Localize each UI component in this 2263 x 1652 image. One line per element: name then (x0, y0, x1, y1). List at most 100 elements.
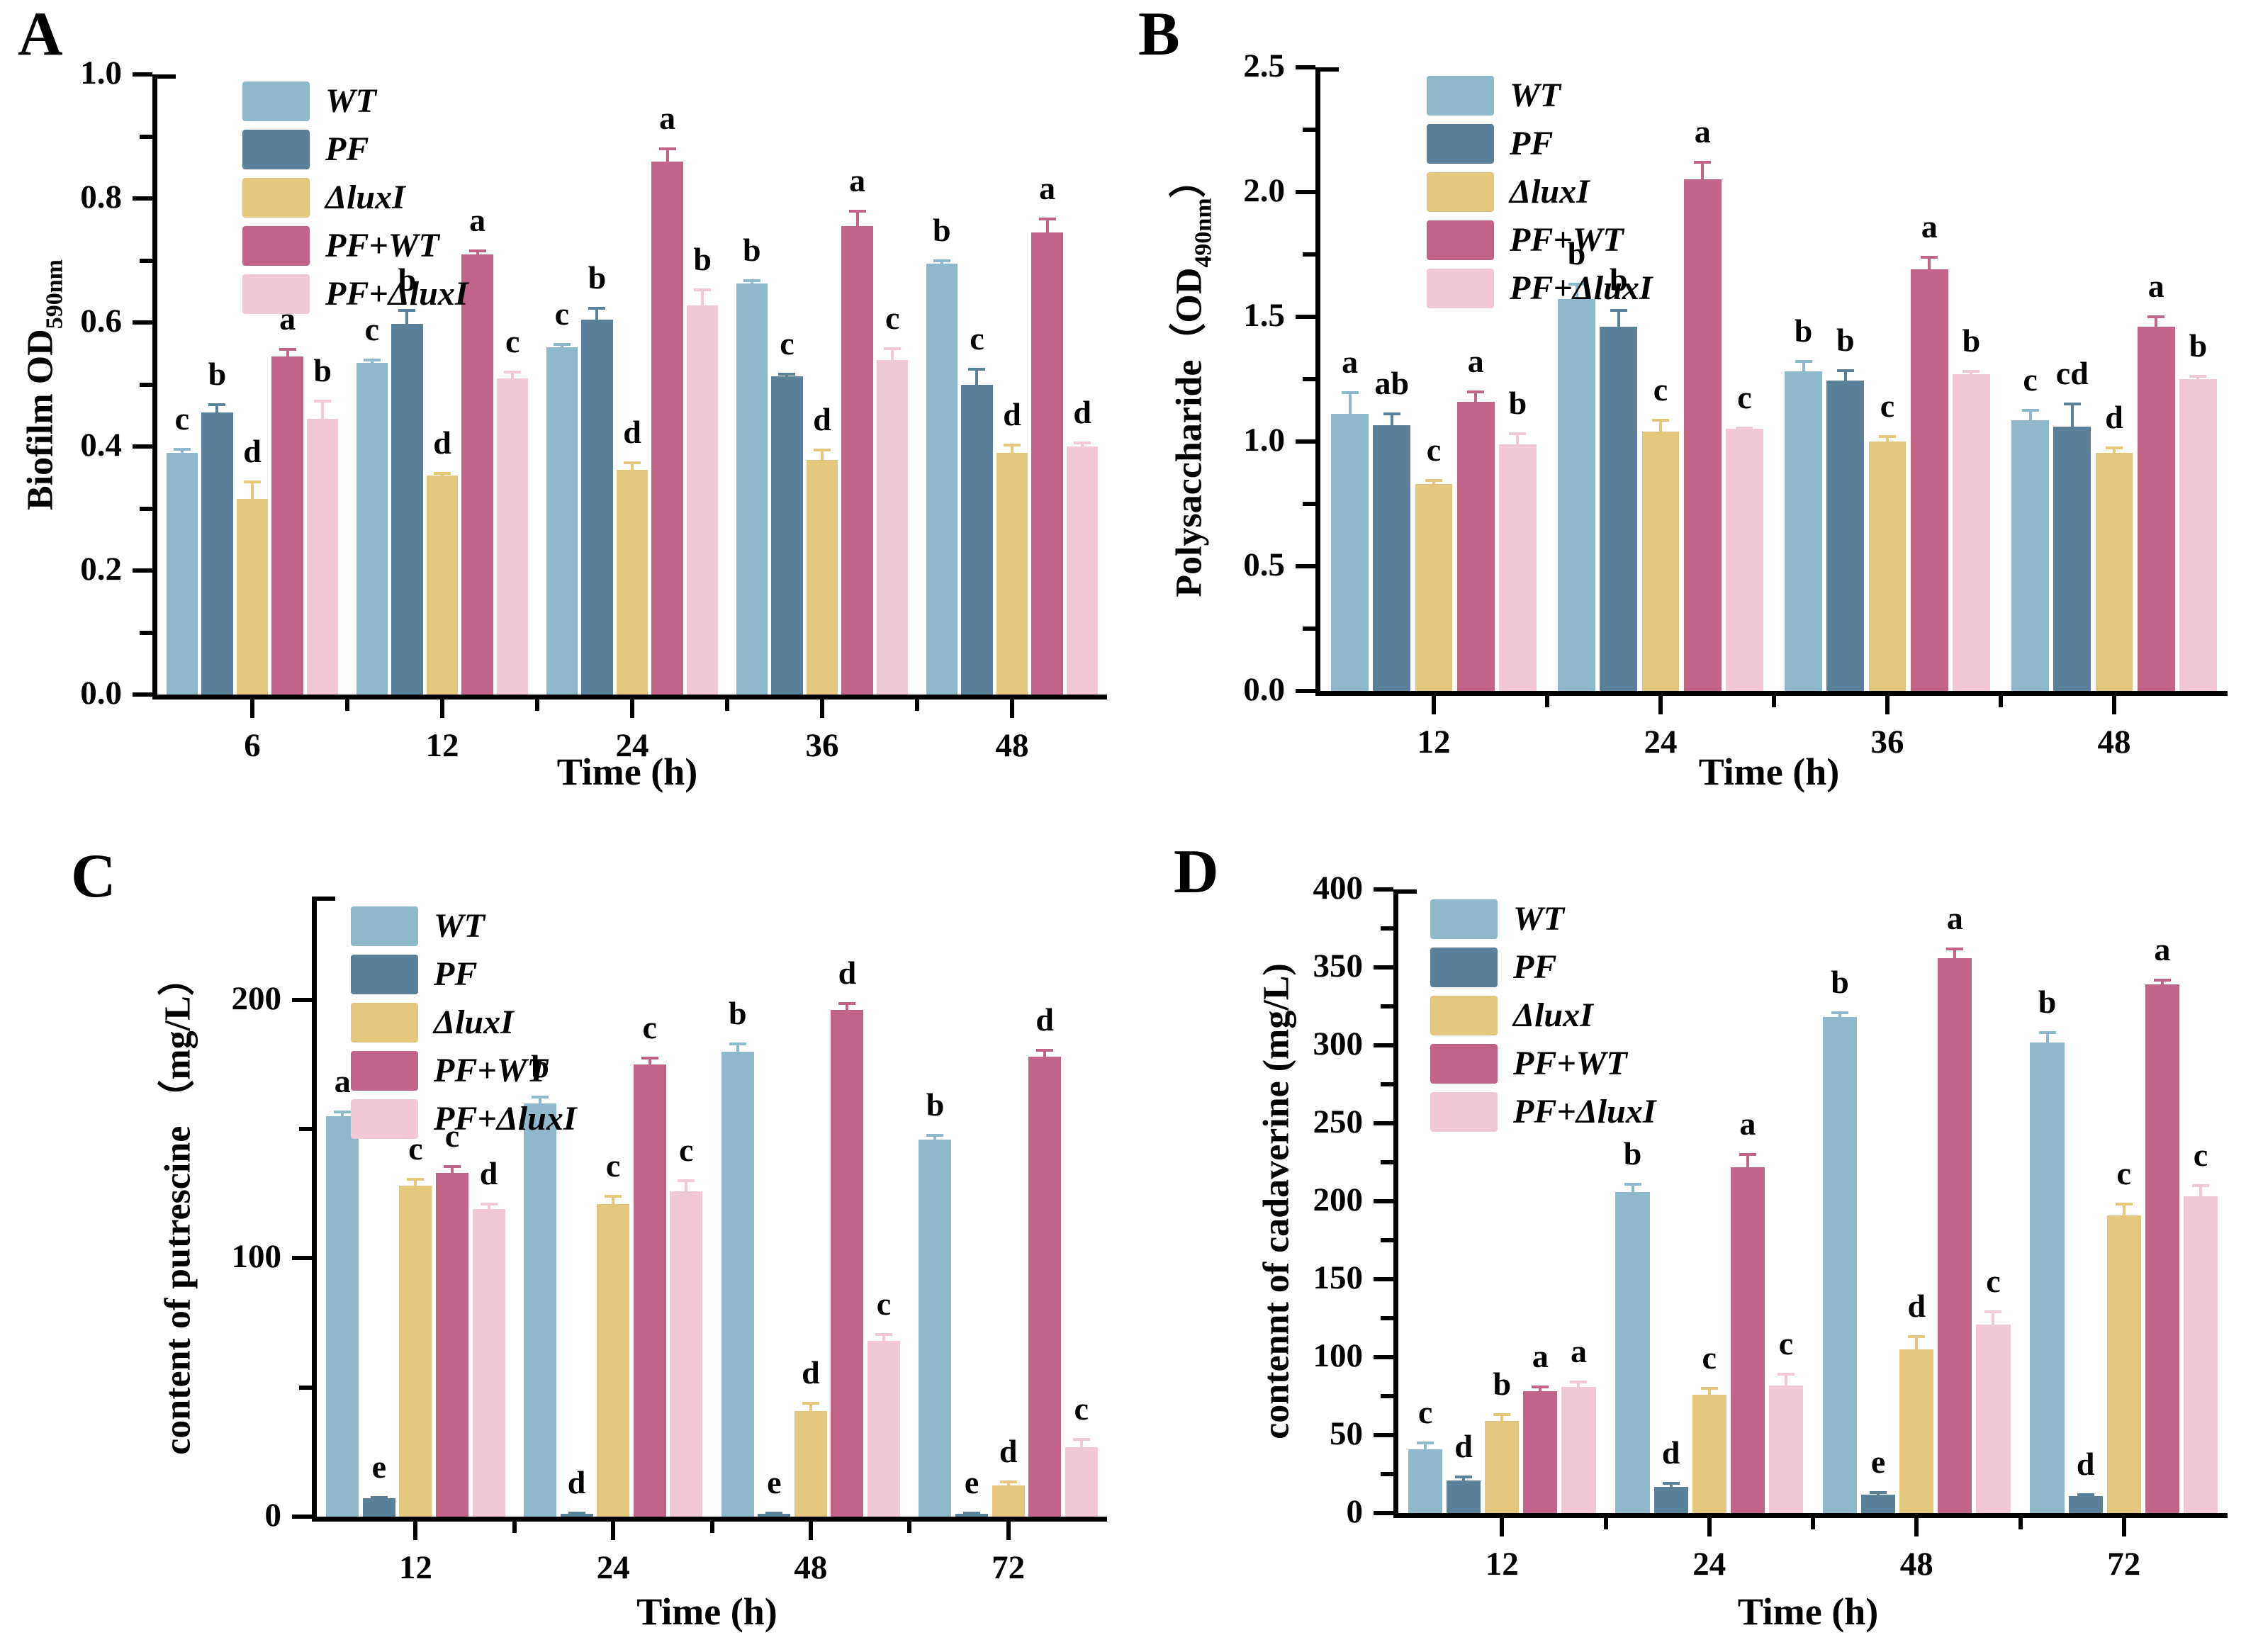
legend-label: ΔluxI (1513, 996, 1593, 1034)
error-bar (511, 372, 515, 378)
error-bar (1348, 393, 1352, 415)
y-tick-minor (1381, 926, 1393, 931)
y-tick-minor (140, 382, 152, 387)
y-tick-label: 1.0 (1243, 422, 1285, 459)
error-bar-cap (1509, 432, 1527, 436)
significance-letter: c (1737, 378, 1752, 415)
legend-swatch (1430, 1044, 1498, 1084)
bar-PF-24 (560, 1514, 593, 1517)
error-bar (1575, 284, 1578, 300)
x-tick-label: 24 (1692, 1546, 1726, 1583)
y-tick-major (292, 997, 312, 1002)
error-bar-cap (1417, 1442, 1434, 1444)
significance-letter: b (1623, 1135, 1642, 1171)
error-bar-cap (370, 1495, 388, 1499)
bar-WT-36 (1785, 371, 1822, 691)
error-bar-cap (2077, 1493, 2094, 1496)
x-tick-label: 24 (1644, 724, 1678, 760)
error-bar-cap (1879, 434, 1896, 438)
significance-letter: a (1570, 1333, 1587, 1370)
legend-swatch (1427, 124, 1494, 164)
y-tick-minor (140, 134, 152, 139)
error-bar (1006, 1481, 1010, 1486)
error-bar (631, 462, 634, 471)
error-bar (1669, 1483, 1673, 1487)
x-tick-label: 36 (805, 727, 839, 764)
legend-swatch (1427, 220, 1494, 260)
significance-letter: b (743, 231, 761, 268)
legend-label: WT (1513, 900, 1564, 938)
error-bar-cap (2063, 403, 2081, 406)
bar-PF-12 (391, 323, 423, 695)
x-tick-minor (915, 699, 919, 711)
error-bar (891, 348, 894, 360)
error-bar (701, 289, 704, 305)
legend-item-PF+ΔluxI: PF+ΔluxI (351, 1099, 577, 1139)
error-bar-cap (1921, 255, 1938, 259)
y-tick-minor (140, 258, 152, 263)
bar-ΔluxI-36 (806, 460, 838, 695)
panel-C: C 0 100 200 12 24 48 72 a b b b e d e e c c d d c c d d d c c c WT P… (0, 826, 1131, 1652)
x-tick-major (1500, 1518, 1505, 1536)
bar-ΔluxI-24 (1641, 431, 1680, 691)
error-bar-cap (1652, 419, 1669, 422)
y-tick-label: 2.0 (1243, 172, 1285, 209)
legend-item-ΔluxI: ΔluxI (242, 178, 468, 218)
y-tick-minor (1381, 1082, 1393, 1086)
legend-swatch (242, 82, 310, 121)
error-bar (405, 310, 409, 324)
error-bar-cap (605, 1194, 622, 1198)
error-bar-cap (1962, 370, 1980, 373)
significance-letter: c (2023, 361, 2038, 398)
significance-letter: d (1035, 1001, 1054, 1038)
error-bar (975, 369, 979, 385)
significance-letter: b (1493, 1366, 1512, 1403)
significance-letter: c (1426, 431, 1442, 468)
error-bar-cap (1836, 369, 1854, 372)
legend-label: PF (434, 955, 478, 993)
legend-swatch (1427, 76, 1494, 116)
significance-letter: d (838, 955, 857, 991)
bar-PF-72 (2068, 1495, 2103, 1513)
significance-letter: b (1567, 235, 1586, 272)
error-bar-cap (434, 471, 451, 475)
significance-letter: b (208, 356, 227, 393)
error-bar-cap (2147, 315, 2165, 318)
x-tick-minor (1545, 696, 1549, 707)
y-tick-minor (1303, 252, 1315, 257)
error-bar (1045, 218, 1049, 233)
bar-PF+ΔluxI-24 (670, 1191, 703, 1517)
error-bar-cap (568, 1512, 585, 1515)
error-bar-cap (334, 1111, 352, 1114)
error-bar (450, 1167, 454, 1174)
y-tick-label: 0 (264, 1497, 282, 1534)
y-axis-end-cap (317, 897, 335, 901)
x-tick-label: 12 (398, 1549, 432, 1586)
error-bar (2113, 447, 2116, 453)
x-axis-title: Time (h) (636, 1590, 777, 1633)
y-tick-label: 0.5 (1243, 546, 1285, 583)
significance-letter: b (531, 1047, 549, 1084)
error-bar-cap (1624, 1182, 1641, 1186)
legend-label: PF+WT (434, 1052, 548, 1089)
error-bar (1474, 391, 1478, 402)
panel-label-D: D (1174, 838, 1219, 906)
significance-letter: c (679, 1132, 694, 1169)
error-bar (251, 481, 254, 500)
error-bar-cap (1341, 391, 1359, 395)
error-bar (1701, 162, 1705, 180)
error-bar-cap (407, 1178, 425, 1181)
error-bar (1462, 1477, 1466, 1480)
legend-label: WT (325, 82, 376, 120)
error-bar-cap (2191, 1184, 2209, 1187)
error-bar (1011, 445, 1013, 453)
significance-letter: e (1870, 1444, 1886, 1480)
legend-swatch (242, 274, 310, 314)
legend-item-PF: PF (242, 130, 468, 169)
y-axis-title-text: Biofilm OD (20, 328, 61, 510)
bar-ΔluxI-12 (1485, 1421, 1520, 1513)
y-tick-major (1296, 190, 1315, 194)
legend-swatch (351, 906, 418, 946)
error-bar-cap (443, 1165, 461, 1168)
significance-letter: c (876, 1285, 892, 1322)
